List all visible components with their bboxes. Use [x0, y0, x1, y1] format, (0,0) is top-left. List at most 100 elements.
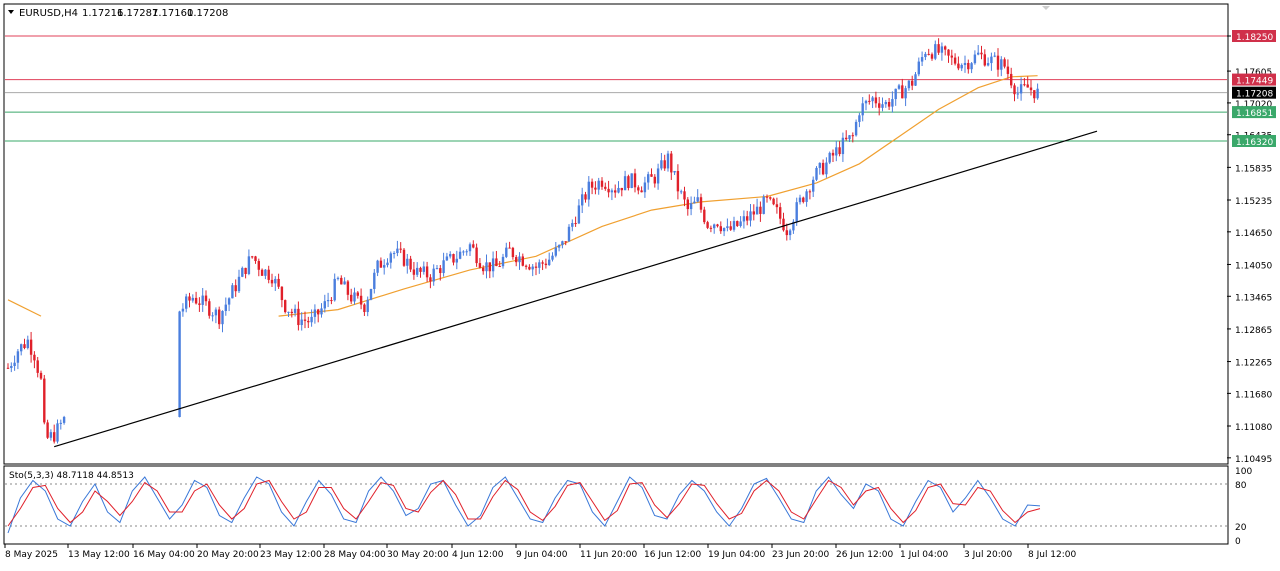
candle-body	[881, 104, 884, 108]
candle	[617, 181, 620, 194]
candle-body	[755, 206, 759, 215]
candle-body	[633, 173, 637, 188]
candle	[508, 241, 511, 249]
candle-body	[973, 54, 977, 64]
candle	[934, 40, 937, 61]
candle-body	[600, 180, 604, 187]
candle	[792, 219, 795, 234]
candle-body	[515, 257, 518, 263]
candle-body	[802, 197, 805, 202]
candle	[343, 277, 346, 285]
candle-body	[290, 311, 293, 314]
candle	[538, 259, 541, 274]
price-tick-label: 1.17605	[1235, 68, 1272, 78]
candle-body	[779, 207, 782, 219]
candle-body	[257, 261, 260, 270]
candle-body	[901, 85, 904, 99]
candle	[336, 276, 340, 281]
candle	[515, 254, 518, 267]
candle	[412, 261, 416, 280]
candle	[719, 221, 722, 234]
price-tick-label: 1.11680	[1235, 390, 1272, 400]
candle	[1026, 76, 1029, 88]
candle-body	[485, 262, 488, 272]
candle	[204, 290, 208, 306]
candle-body	[211, 315, 214, 317]
candle-body	[762, 196, 765, 214]
candle	[821, 159, 825, 176]
time-axis[interactable]: 8 May 2025 13 May 12:00 16 May 04:00 20 May…	[4, 544, 1077, 560]
candle	[392, 251, 396, 259]
candle	[986, 57, 990, 67]
candle	[940, 42, 944, 61]
candle	[722, 227, 726, 237]
candle	[356, 291, 359, 299]
candle-body	[439, 268, 442, 274]
candle	[967, 59, 970, 74]
candle	[901, 78, 904, 99]
candle	[1023, 77, 1026, 87]
candle	[1036, 83, 1039, 100]
candle	[947, 49, 950, 63]
candle	[878, 96, 881, 116]
candle	[970, 61, 973, 74]
candle	[277, 273, 280, 289]
candle	[623, 170, 627, 191]
candle-body	[960, 64, 963, 69]
candle-body	[1029, 87, 1033, 91]
candle	[557, 244, 561, 252]
candle-body	[656, 168, 660, 184]
candle	[62, 415, 66, 425]
candle-body	[379, 260, 383, 268]
candle	[897, 83, 901, 90]
candle-body	[871, 97, 874, 102]
candle-body	[732, 221, 736, 230]
candle-body	[947, 49, 950, 56]
candle	[194, 291, 198, 305]
triangle-down-icon[interactable]	[8, 10, 14, 14]
candle	[887, 98, 891, 110]
candle-body	[340, 277, 343, 285]
candle	[587, 176, 590, 207]
candle-body	[386, 262, 389, 266]
candle-body	[897, 85, 901, 89]
candle	[505, 242, 508, 259]
candle	[307, 316, 310, 329]
price-tick-label: 1.10495	[1235, 455, 1272, 465]
candle	[419, 266, 422, 278]
candle-body	[1026, 84, 1029, 88]
candle-body	[617, 187, 620, 193]
candle-body	[36, 360, 39, 373]
candle	[944, 45, 947, 56]
candle-body	[406, 258, 409, 266]
candle	[257, 258, 260, 277]
candle-body	[277, 278, 280, 287]
candle	[874, 91, 878, 108]
candle	[369, 288, 373, 301]
trendline[interactable]	[54, 130, 1098, 448]
candle	[10, 362, 13, 373]
candle	[996, 48, 1000, 77]
candle-body	[653, 176, 656, 184]
time-tick-label: 23 May 12:00	[260, 550, 322, 560]
candle-body	[874, 97, 878, 104]
candle	[686, 197, 689, 216]
price-tag-label: 1.18250	[1236, 33, 1273, 43]
candle-body	[729, 226, 732, 230]
candle	[416, 262, 419, 278]
candle	[531, 264, 534, 277]
candle	[501, 253, 505, 269]
candle	[706, 220, 709, 230]
candle	[326, 292, 330, 308]
candle-body	[785, 230, 788, 236]
chart-shift-marker-icon[interactable]	[1042, 6, 1050, 10]
candle-body	[204, 295, 208, 302]
candle-body	[666, 153, 670, 169]
moving-average-line	[7, 75, 1038, 317]
candle-body	[363, 304, 366, 313]
candle	[181, 303, 185, 317]
candle	[442, 252, 445, 277]
candle	[647, 171, 650, 190]
